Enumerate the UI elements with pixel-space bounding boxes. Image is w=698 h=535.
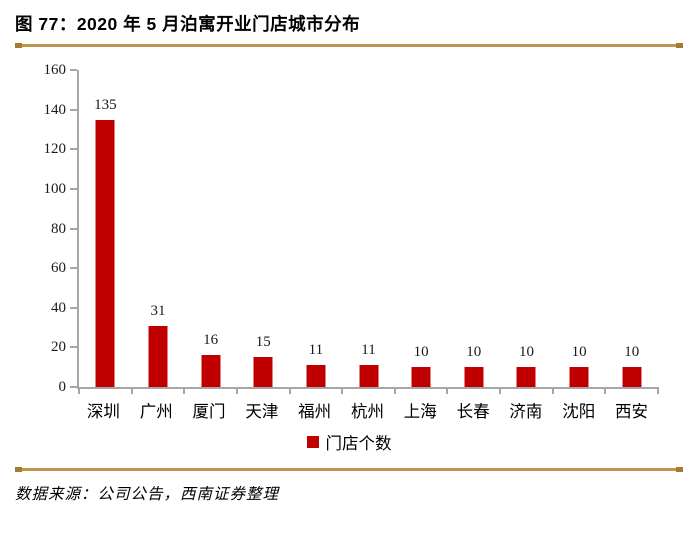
bar-slot: 11 [342,70,395,387]
bar-slot: 15 [237,70,290,387]
bar-slot: 31 [132,70,185,387]
x-axis-label: 杭州 [350,402,384,421]
bar-slot: 10 [447,70,500,387]
x-axis-tick [78,387,80,394]
y-axis-tick [70,108,77,111]
x-axis-tick [341,387,344,394]
bar-上海 [411,367,431,387]
x-axis-tick [235,387,238,394]
bar-厦门 [201,355,221,387]
x-axis-tick [551,387,554,394]
y-axis-label: 160 [43,62,67,78]
y-axis-tick [70,267,77,270]
bar-slot: 10 [395,70,448,387]
bar-value-label: 10 [624,344,640,361]
bar-value-label: 135 [94,96,117,113]
bar-value-label: 15 [255,334,271,351]
x-axis-label: 天津 [245,402,279,421]
x-axis-labels: 深圳 广州 厦门 天津 福州 杭州 上海 长春 济南 沈阳 西安 [77,398,658,422]
x-axis-label: 西安 [615,402,649,421]
bar-slot: 11 [290,70,343,387]
x-axis-tick [130,387,133,394]
bar-杭州 [359,365,379,387]
y-axis-label: 20 [51,339,66,356]
bar-天津 [253,357,273,387]
y-axis-label: 80 [51,220,66,237]
x-axis-ticks [78,70,659,394]
x-axis-tick [288,387,291,394]
x-axis-tick [499,387,502,394]
y-axis-tick [70,187,77,190]
title-divider-rule [15,43,683,48]
y-axis-label: 60 [51,260,66,277]
x-axis-tick [183,387,186,394]
legend-swatch-icon [306,436,319,448]
x-axis-tick [446,387,449,394]
bar-长春 [464,367,484,387]
bar-value-label: 10 [413,344,429,361]
legend: 门店个数 [0,430,698,454]
plot-area: 0 20 40 60 80 100 120 140 160 135 31 16 15 11 11 10 10 1… [44,62,659,395]
source-note: 数据来源：公司公告，西南证券整理 [15,486,280,503]
bar-value-label: 10 [518,344,534,361]
y-axis-tick [70,346,77,349]
bar-slot: 10 [553,70,606,387]
bar-深圳 [95,119,115,387]
x-axis-label: 沈阳 [562,402,596,421]
bar-value-label: 31 [150,302,166,319]
y-axis-label: 140 [43,101,67,118]
y-axis-tick [70,69,77,71]
bar-value-label: 10 [571,344,587,361]
y-axis-label: 0 [58,379,67,395]
bar-value-label: 16 [203,332,219,349]
bar-西安 [622,367,642,387]
bar-value-label: 11 [308,342,324,359]
y-axis-label: 120 [43,141,67,158]
y-axis-label: 40 [51,299,66,316]
bar-value-label: 11 [361,342,376,359]
x-axis-label: 上海 [403,402,437,421]
footer-divider-rule [15,467,683,472]
x-axis-tick [657,387,659,394]
figure-title: 图 77：2020 年 5 月泊寓开业门店城市分布 [15,14,361,34]
x-axis-tick [393,387,396,394]
x-axis-label: 长春 [456,402,490,421]
bar-slot: 135 [79,70,132,387]
y-axis-tick [70,386,77,388]
bars-container: 135 31 16 15 11 11 10 10 10 10 10 [79,70,658,387]
x-axis-tick [604,387,607,394]
x-axis-label: 深圳 [86,402,120,421]
y-axis: 0 20 40 60 80 100 120 140 160 [44,62,658,395]
y-axis-tick [70,148,77,151]
bar-济南 [516,367,536,387]
x-axis-label: 厦门 [192,402,226,421]
x-axis-label: 福州 [298,402,332,421]
bar-chart: 0 20 40 60 80 100 120 140 160 135 31 16 15 11 11 10 10 1… [0,62,698,454]
y-axis-label: 100 [43,180,67,197]
bar-福州 [306,365,326,387]
bar-value-label: 10 [466,344,482,361]
x-axis-label: 广州 [139,402,173,421]
y-axis-tick [70,306,77,309]
bar-沈阳 [569,367,589,387]
y-axis-tick [70,227,77,230]
bar-广州 [148,325,168,387]
x-axis-label: 济南 [509,402,543,421]
bar-slot: 16 [184,70,237,387]
bar-slot: 10 [500,70,553,387]
bar-slot: 10 [605,70,658,387]
legend-label: 门店个数 [325,434,392,453]
